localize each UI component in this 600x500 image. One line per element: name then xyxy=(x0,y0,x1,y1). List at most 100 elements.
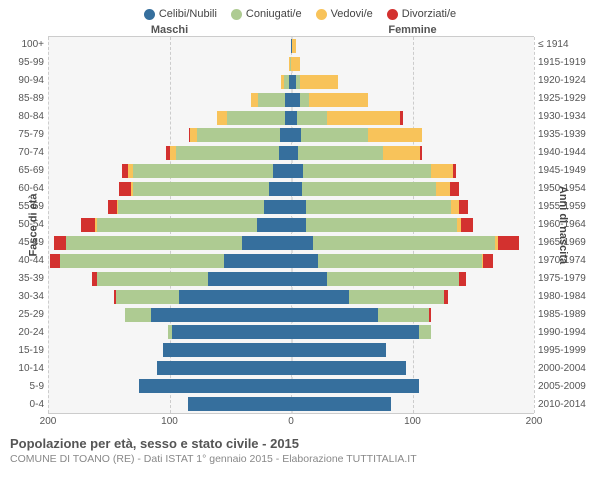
bar-segment-single xyxy=(179,290,291,304)
bar-segment-single xyxy=(291,290,349,304)
bar-segment-single xyxy=(291,146,298,160)
bar-segment-single xyxy=(291,397,391,411)
pyramid-row xyxy=(48,288,534,306)
y-axis-label-left: Fasce di età xyxy=(27,194,39,257)
x-tick: 0 xyxy=(288,416,294,427)
legend-item: Divorziati/e xyxy=(387,8,456,20)
pyramid-row xyxy=(48,306,534,324)
year-label: 2005-2009 xyxy=(538,378,592,396)
bar-segment-married xyxy=(300,93,310,107)
pyramid-row xyxy=(48,55,534,73)
bar-segment-single xyxy=(291,128,301,142)
age-label: 90-94 xyxy=(8,72,44,90)
legend-label: Coniugati/e xyxy=(246,8,302,20)
pyramid-row xyxy=(48,180,534,198)
year-label: 1940-1944 xyxy=(538,144,592,162)
bar-segment-single xyxy=(280,128,291,142)
bar-segment-married xyxy=(327,272,458,286)
age-label: 15-19 xyxy=(8,342,44,360)
bar-segment-married xyxy=(97,218,257,232)
bar-segment-single xyxy=(291,254,318,268)
year-label: 2010-2014 xyxy=(538,396,592,414)
age-label: 85-89 xyxy=(8,90,44,108)
bar-segment-widowed xyxy=(190,128,197,142)
age-label: 75-79 xyxy=(8,126,44,144)
bar-segment-divorced xyxy=(450,182,459,196)
bar-segment-single xyxy=(291,200,306,214)
bar-segment-widowed xyxy=(383,146,419,160)
age-label: 25-29 xyxy=(8,306,44,324)
bar-segment-single xyxy=(139,379,291,393)
legend-label: Divorziati/e xyxy=(402,8,456,20)
bar-segment-single xyxy=(273,164,291,178)
age-label: 10-14 xyxy=(8,360,44,378)
pyramid-row xyxy=(48,91,534,109)
bar-segment-widowed xyxy=(292,39,296,53)
bar-segment-single xyxy=(264,200,291,214)
pyramid-row xyxy=(48,109,534,127)
bar-segment-divorced xyxy=(429,308,430,322)
x-tick: 200 xyxy=(40,416,57,427)
gender-headers: Maschi Femmine xyxy=(8,24,592,36)
bar-segment-divorced xyxy=(459,272,466,286)
x-tick: 100 xyxy=(161,416,178,427)
pyramid-row xyxy=(48,144,534,162)
bar-segment-single xyxy=(291,361,406,375)
bar-segment-divorced xyxy=(498,236,520,250)
legend-swatch xyxy=(316,9,327,20)
bar-segment-widowed xyxy=(300,75,339,89)
bar-segment-single xyxy=(291,272,327,286)
bar-segment-widowed xyxy=(291,57,300,71)
bar-segment-married xyxy=(125,308,152,322)
pyramid-row xyxy=(48,359,534,377)
bar-segment-married xyxy=(306,218,458,232)
bar-segment-single xyxy=(208,272,291,286)
bar-segment-married xyxy=(313,236,495,250)
header-male: Maschi xyxy=(48,24,291,36)
bar-segment-married xyxy=(97,272,209,286)
bar-segment-married xyxy=(227,111,285,125)
bar-segment-married xyxy=(258,93,285,107)
bar-segment-single xyxy=(291,308,378,322)
pyramid-row xyxy=(48,73,534,91)
bar-segment-single xyxy=(291,325,419,339)
year-label: 1930-1934 xyxy=(538,108,592,126)
pyramid-row xyxy=(48,395,534,413)
pyramid-row xyxy=(48,252,534,270)
year-label: 1935-1939 xyxy=(538,126,592,144)
age-label: 95-99 xyxy=(8,54,44,72)
year-label: 1995-1999 xyxy=(538,342,592,360)
age-label: 65-69 xyxy=(8,162,44,180)
bar-segment-married xyxy=(349,290,444,304)
bar-segment-single xyxy=(269,182,291,196)
pyramid-row xyxy=(48,216,534,234)
bar-segment-single xyxy=(242,236,291,250)
bar-segment-divorced xyxy=(400,111,402,125)
bar-segment-divorced xyxy=(483,254,493,268)
chart-subtitle: COMUNE DI TOANO (RE) - Dati ISTAT 1° gen… xyxy=(10,453,590,465)
bar-segment-single xyxy=(291,164,303,178)
bar-segment-widowed xyxy=(431,164,453,178)
bar-segment-single xyxy=(291,236,313,250)
bar-segment-single xyxy=(188,397,291,411)
pyramid-row xyxy=(48,324,534,342)
bar-segment-widowed xyxy=(251,93,258,107)
bar-segment-married xyxy=(133,182,269,196)
bar-segment-married xyxy=(419,325,431,339)
bar-segment-widowed xyxy=(309,93,367,107)
legend-item: Coniugati/e xyxy=(231,8,302,20)
bar-segment-widowed xyxy=(368,128,423,142)
bar-segment-married xyxy=(133,164,273,178)
chart-footer: Popolazione per età, sesso e stato civil… xyxy=(8,436,592,465)
bar-segment-married xyxy=(116,290,179,304)
bar-segment-divorced xyxy=(444,290,448,304)
bar-segment-married xyxy=(302,182,436,196)
bar-segment-divorced xyxy=(459,200,469,214)
bar-segment-divorced xyxy=(50,254,60,268)
legend-label: Celibi/Nubili xyxy=(159,8,217,20)
age-label: 80-84 xyxy=(8,108,44,126)
legend-swatch xyxy=(387,9,398,20)
legend-swatch xyxy=(144,9,155,20)
bar-segment-single xyxy=(279,146,291,160)
bar-segment-widowed xyxy=(217,111,227,125)
